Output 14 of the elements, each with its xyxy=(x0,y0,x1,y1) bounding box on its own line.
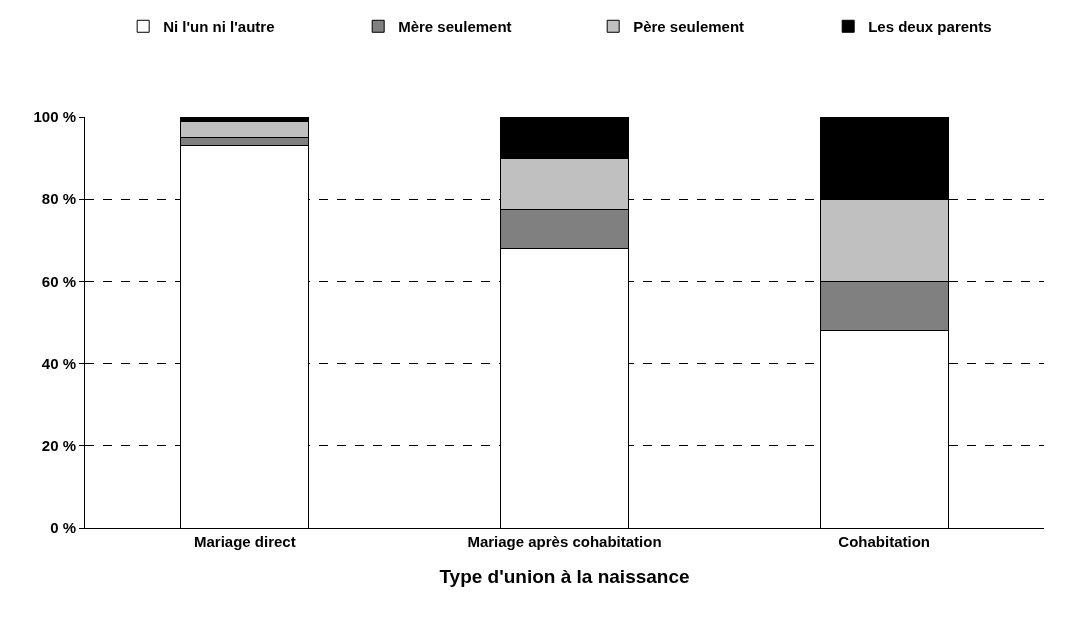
y-tick-label: 80 % xyxy=(41,190,76,208)
legend-label: Les deux parents xyxy=(868,18,992,36)
y-tick-label: 100 % xyxy=(33,108,76,126)
y-tick-label: 60 % xyxy=(41,272,76,290)
x-tick-label: Mariage après cohabitation xyxy=(467,533,662,550)
x-axis-title: Type d'union à la naissance xyxy=(439,565,690,587)
legend-label: Père seulement xyxy=(633,18,745,36)
x-tick-label: Cohabitation xyxy=(838,533,930,550)
legend-label: Mère seulement xyxy=(398,18,512,36)
x-tick-label: Mariage direct xyxy=(193,533,296,550)
legend-label: Ni l'un ni l'autre xyxy=(163,18,275,36)
y-tick-label: 20 % xyxy=(41,437,76,455)
y-tick-label: 40 % xyxy=(41,354,76,372)
y-tick-label: 0 % xyxy=(50,519,76,537)
